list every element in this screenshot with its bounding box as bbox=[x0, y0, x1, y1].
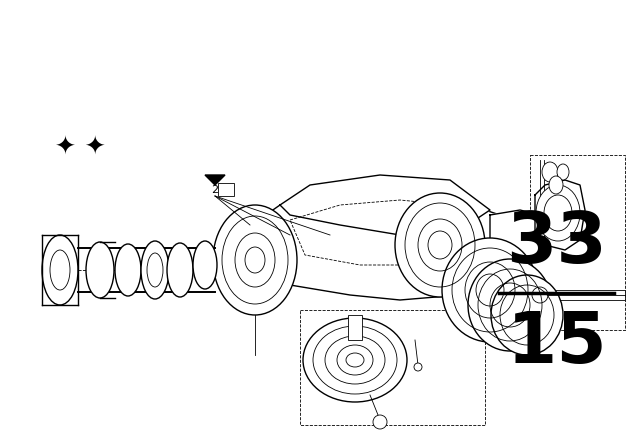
Text: ✦ ✦: ✦ ✦ bbox=[54, 136, 106, 160]
Polygon shape bbox=[205, 175, 225, 185]
Ellipse shape bbox=[42, 235, 78, 305]
Polygon shape bbox=[280, 175, 490, 235]
Ellipse shape bbox=[468, 259, 552, 351]
Ellipse shape bbox=[442, 238, 538, 342]
Bar bbox=[540, 290, 625, 300]
Ellipse shape bbox=[373, 415, 387, 429]
Polygon shape bbox=[225, 195, 520, 300]
Ellipse shape bbox=[213, 205, 297, 315]
Bar bbox=[348, 315, 362, 340]
Ellipse shape bbox=[115, 244, 141, 296]
Ellipse shape bbox=[491, 275, 563, 355]
Bar bbox=[530, 155, 625, 330]
Ellipse shape bbox=[86, 242, 114, 298]
Ellipse shape bbox=[141, 241, 169, 299]
Ellipse shape bbox=[395, 193, 485, 297]
Ellipse shape bbox=[542, 162, 558, 182]
Polygon shape bbox=[535, 180, 585, 250]
Ellipse shape bbox=[557, 164, 569, 180]
Ellipse shape bbox=[414, 363, 422, 371]
Ellipse shape bbox=[193, 241, 217, 289]
Bar bbox=[218, 183, 234, 196]
Ellipse shape bbox=[549, 176, 563, 194]
Bar bbox=[300, 310, 485, 425]
Text: 2: 2 bbox=[211, 185, 219, 195]
Ellipse shape bbox=[532, 287, 548, 303]
Ellipse shape bbox=[167, 243, 193, 297]
Ellipse shape bbox=[303, 318, 407, 402]
Ellipse shape bbox=[536, 185, 580, 241]
Polygon shape bbox=[490, 210, 545, 265]
